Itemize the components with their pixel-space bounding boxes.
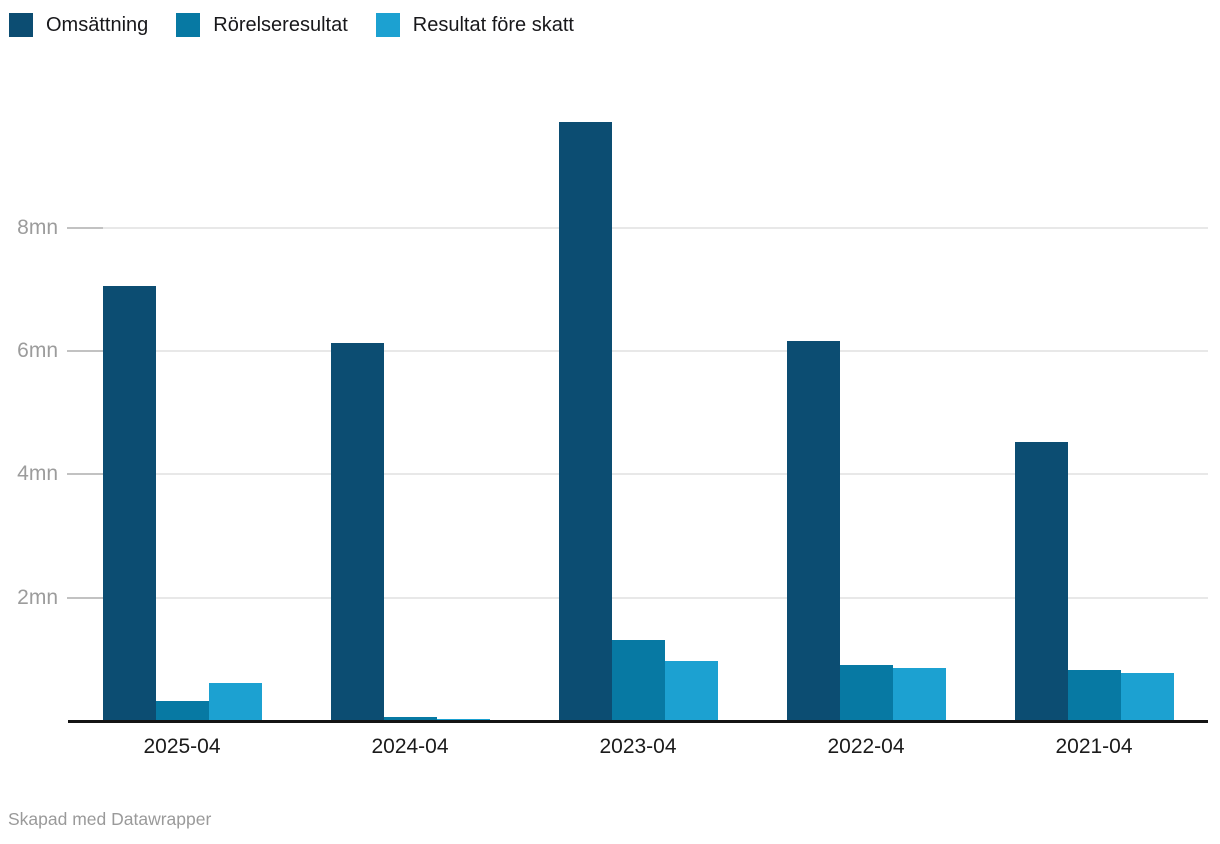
bar-resultat-fore-skatt-2025-04[interactable] (208, 683, 262, 721)
x-axis-label-2022-04: 2022-04 (827, 735, 905, 758)
bar-omsattning-2025-04[interactable] (102, 286, 156, 721)
bar-omsattning-2024-04[interactable] (330, 343, 384, 721)
y-axis-tick-4mn (67, 473, 103, 476)
legend-item-resultat-fore-skatt: Resultat före skatt (375, 13, 574, 37)
legend-item-omsattning: Omsättning (9, 13, 148, 37)
legend-swatch-icon (375, 13, 400, 37)
bar-omsattning-2023-04[interactable] (558, 122, 612, 721)
gridline-8mn (68, 226, 1208, 229)
y-axis-label: 4mn (17, 462, 58, 486)
datawrapper-attribution-link[interactable]: Skapad med Datawrapper (8, 809, 212, 829)
bar-resultat-fore-skatt-2021-04[interactable] (1120, 673, 1174, 721)
bar-resultat-fore-skatt-2022-04[interactable] (892, 668, 946, 721)
bar-rorelseresultat-2023-04[interactable] (611, 640, 665, 721)
y-axis-label: 8mn (17, 215, 58, 239)
x-axis-label-2023-04: 2023-04 (599, 735, 677, 758)
gridline-2mn (68, 596, 1208, 599)
legend-label: Rörelseresultat (213, 14, 348, 36)
legend-label: Resultat före skatt (412, 14, 574, 36)
y-axis-tick-6mn (67, 350, 103, 353)
y-axis-label: 6mn (17, 339, 58, 363)
y-axis-tick-8mn (67, 226, 103, 229)
gridline-6mn (68, 350, 1208, 353)
gridline-4mn (68, 473, 1208, 476)
bar-rorelseresultat-2022-04[interactable] (839, 665, 893, 721)
legend-swatch-icon (9, 13, 33, 37)
x-axis-line (68, 720, 1208, 723)
bar-rorelseresultat-2024-04[interactable] (383, 717, 437, 721)
x-axis-label-2024-04: 2024-04 (371, 735, 449, 758)
bar-omsattning-2021-04[interactable] (1014, 442, 1068, 721)
bar-resultat-fore-skatt-2023-04[interactable] (664, 661, 718, 721)
legend: Omsättning Rörelseresultat Resultat före s… (9, 13, 574, 37)
bar-rorelseresultat-2025-04[interactable] (155, 701, 209, 721)
legend-item-rorelseresultat: Rörelseresultat (176, 13, 348, 37)
y-axis-tick-2mn (67, 596, 103, 599)
bar-omsattning-2022-04[interactable] (786, 341, 840, 721)
x-axis-label-2025-04: 2025-04 (143, 735, 221, 758)
y-axis-label: 2mn (17, 585, 58, 609)
x-axis-label-2021-04: 2021-04 (1055, 735, 1133, 758)
bar-rorelseresultat-2021-04[interactable] (1067, 670, 1121, 721)
legend-swatch-icon (176, 13, 201, 37)
legend-label: Omsättning (46, 14, 149, 36)
